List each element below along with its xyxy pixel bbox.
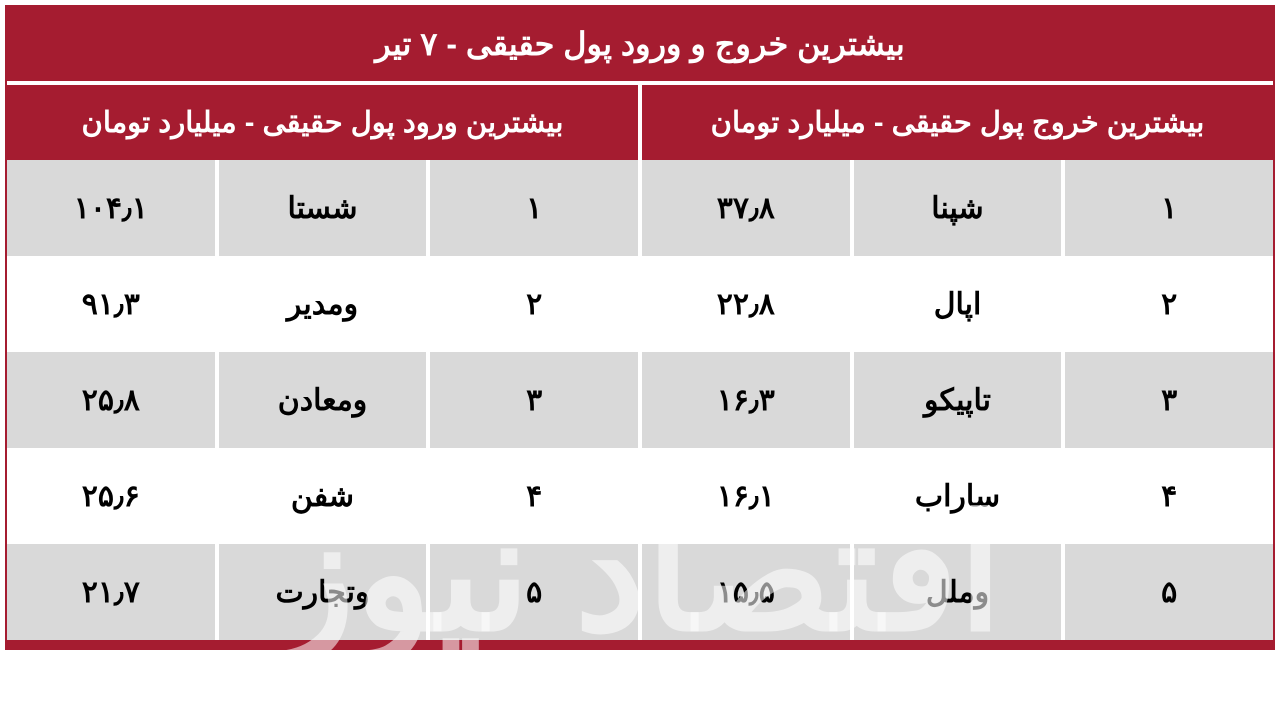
rank-in-cell: ۵ (426, 544, 638, 640)
rank-in-cell: ۲ (426, 256, 638, 352)
symbol-in-cell: شفن (215, 448, 427, 544)
table-row: ۵وملل۱۵٫۵۵وتجارت۲۱٫۷ (7, 544, 1273, 640)
table-row: ۴ساراب۱۶٫۱۴شفن۲۵٫۶ (7, 448, 1273, 544)
value-in-cell: ۹۱٫۳ (7, 256, 215, 352)
value-in-cell: ۲۵٫۶ (7, 448, 215, 544)
symbol-out-cell: ساراب (850, 448, 1062, 544)
rank-in-cell: ۱ (426, 160, 638, 256)
symbol-out-cell: تاپیکو (850, 352, 1062, 448)
header-outflow: بیشترین خروج پول حقیقی - میلیارد تومان (638, 85, 1273, 160)
rows-container: اقتصاد نیوز ۱شپنا۳۷٫۸۱شستا۱۰۴٫۱۲اپال۲۲٫۸… (7, 160, 1273, 640)
value-in-cell: ۲۵٫۸ (7, 352, 215, 448)
table-title: بیشترین خروج و ورود پول حقیقی - ۷ تیر (7, 7, 1273, 85)
rank-in-cell: ۴ (426, 448, 638, 544)
value-out-cell: ۲۲٫۸ (638, 256, 850, 352)
value-out-cell: ۱۶٫۱ (638, 448, 850, 544)
bottom-border (7, 640, 1273, 648)
table-row: ۱شپنا۳۷٫۸۱شستا۱۰۴٫۱ (7, 160, 1273, 256)
rank-out-cell: ۱ (1061, 160, 1273, 256)
symbol-out-cell: شپنا (850, 160, 1062, 256)
header-inflow: بیشترین ورود پول حقیقی - میلیارد تومان (7, 85, 638, 160)
symbol-in-cell: ومعادن (215, 352, 427, 448)
symbol-out-cell: اپال (850, 256, 1062, 352)
symbol-in-cell: وتجارت (215, 544, 427, 640)
value-in-cell: ۲۱٫۷ (7, 544, 215, 640)
rank-out-cell: ۴ (1061, 448, 1273, 544)
header-row: بیشترین خروج پول حقیقی - میلیارد تومان ب… (7, 85, 1273, 160)
value-out-cell: ۱۶٫۳ (638, 352, 850, 448)
symbol-out-cell: وملل (850, 544, 1062, 640)
symbol-in-cell: ومدیر (215, 256, 427, 352)
value-out-cell: ۱۵٫۵ (638, 544, 850, 640)
table-row: ۳تاپیکو۱۶٫۳۳ومعادن۲۵٫۸ (7, 352, 1273, 448)
value-in-cell: ۱۰۴٫۱ (7, 160, 215, 256)
value-out-cell: ۳۷٫۸ (638, 160, 850, 256)
symbol-in-cell: شستا (215, 160, 427, 256)
rank-out-cell: ۲ (1061, 256, 1273, 352)
rank-out-cell: ۵ (1061, 544, 1273, 640)
rank-out-cell: ۳ (1061, 352, 1273, 448)
moneyflow-table: بیشترین خروج و ورود پول حقیقی - ۷ تیر بی… (5, 5, 1275, 650)
table-row: ۲اپال۲۲٫۸۲ومدیر۹۱٫۳ (7, 256, 1273, 352)
rank-in-cell: ۳ (426, 352, 638, 448)
